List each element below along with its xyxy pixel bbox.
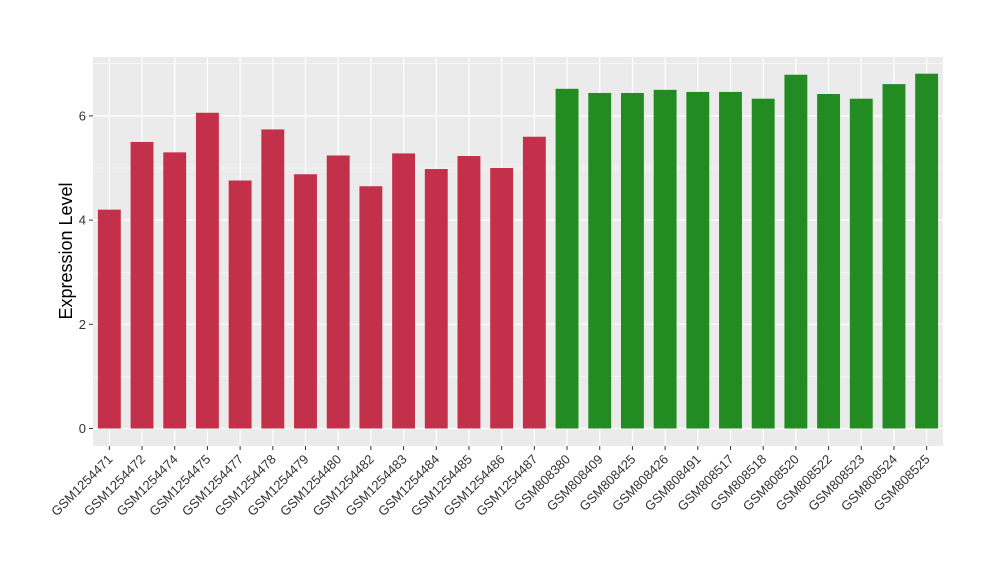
bar-GSM808409 bbox=[588, 92, 612, 429]
bar-GSM1254472 bbox=[130, 141, 154, 429]
bar-GSM808426 bbox=[653, 89, 677, 429]
y-axis-title: Expression Level bbox=[56, 182, 76, 319]
bar-GSM808518 bbox=[751, 98, 775, 429]
y-axis: 0 2 4 6 bbox=[79, 108, 93, 436]
bar-GSM808491 bbox=[686, 91, 710, 429]
y-tick-label: 0 bbox=[79, 421, 86, 436]
y-tick-label: 4 bbox=[79, 213, 86, 228]
bar-GSM1254487 bbox=[522, 136, 546, 429]
bar-GSM1254471 bbox=[97, 209, 121, 429]
bar-GSM808525 bbox=[915, 73, 939, 429]
y-tick-label: 2 bbox=[79, 317, 86, 332]
bar-GSM1254482 bbox=[359, 186, 383, 429]
bar-GSM1254484 bbox=[424, 169, 448, 429]
bar-GSM1254478 bbox=[261, 129, 285, 429]
bar-GSM808517 bbox=[719, 91, 742, 429]
y-tick-label: 6 bbox=[79, 108, 86, 123]
x-axis: GSM1254471GSM1254472GSM1254474GSM1254475… bbox=[48, 446, 933, 519]
bar-GSM1254483 bbox=[392, 153, 416, 429]
bar-GSM1254474 bbox=[163, 152, 187, 429]
bar-GSM1254477 bbox=[228, 180, 252, 429]
bar-GSM808380 bbox=[555, 88, 579, 429]
bar-GSM1254479 bbox=[294, 174, 317, 429]
bar-GSM808523 bbox=[849, 98, 873, 429]
bar-GSM1254485 bbox=[457, 156, 481, 429]
bar-GSM808520 bbox=[784, 74, 808, 429]
bar-GSM808524 bbox=[882, 84, 906, 429]
bar-GSM1254480 bbox=[326, 155, 350, 429]
bars bbox=[97, 73, 939, 429]
bar-GSM808425 bbox=[620, 92, 644, 429]
bar-GSM808522 bbox=[817, 94, 841, 429]
bar-GSM1254486 bbox=[490, 168, 514, 429]
bar-GSM1254475 bbox=[195, 112, 219, 429]
